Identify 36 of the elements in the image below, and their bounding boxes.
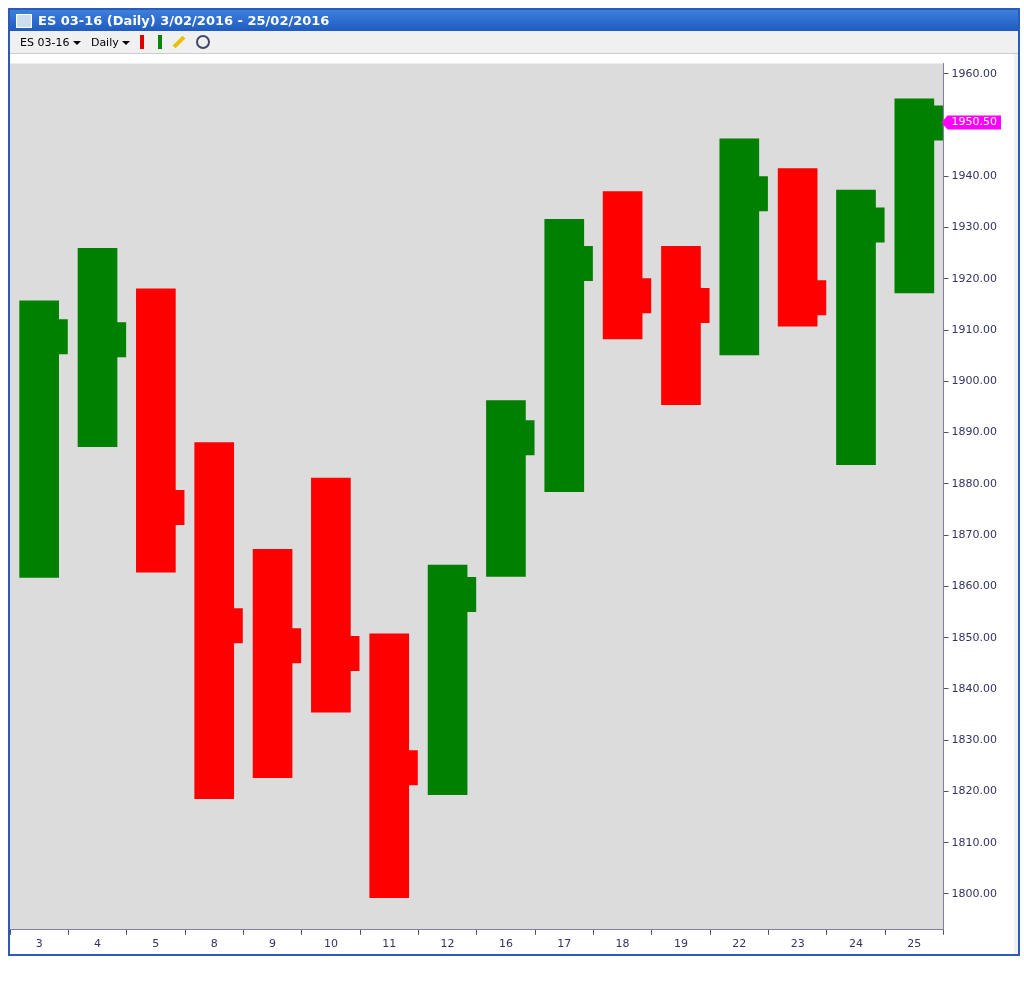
y-tick-label: 1840.00 [951,681,998,695]
y-tick-label: 1810.00 [951,835,998,849]
text: 1950.50 [951,115,998,129]
x-tick-label: 18 [615,937,630,951]
x-tick-label: 25 [907,937,922,951]
x-tick-label: 4 [94,937,102,951]
y-tick-label: 1860.00 [951,579,998,593]
x-tick-label: 22 [732,937,747,951]
chart-title: ES 03-16 (Daily) 3/02/2016 - 25/02/2016 [38,13,330,28]
x-tick-label: 16 [498,937,513,951]
x-tick-label: 5 [152,937,160,951]
y-tick-label: 1820.00 [951,784,998,798]
y-tick-label: 1920.00 [951,271,998,285]
x-tick-label: 12 [440,937,455,951]
y-tick-label: 1940.00 [951,169,998,183]
y-tick-label: 1960.00 [951,66,998,80]
y-tick-label: 1830.00 [951,733,998,747]
y-tick-label: 1890.00 [951,425,998,439]
x-tick-label: 3 [35,937,43,951]
text: ES 03-16 [20,35,71,49]
x-tick-label: 8 [210,937,218,951]
y-tick-label: 1800.00 [951,886,998,900]
y-tick-label: 1910.00 [951,322,998,336]
x-tick-label: 17 [557,937,572,951]
x-tick-label: 23 [790,937,805,951]
y-tick-label: 1880.00 [951,476,998,490]
x-tick-label: 19 [673,937,688,951]
x-tick-label: 24 [849,937,863,951]
x-tick-label: 10 [323,937,338,951]
y-tick-label: 1900.00 [951,374,998,388]
y-tick-label: 1930.00 [951,220,998,234]
x-tick-label: 11 [382,937,397,951]
text: Daily [90,35,120,49]
y-tick-label: 1870.00 [951,528,998,541]
x-tick-label: 9 [269,937,277,951]
y-tick-label: 1850.00 [951,630,998,644]
